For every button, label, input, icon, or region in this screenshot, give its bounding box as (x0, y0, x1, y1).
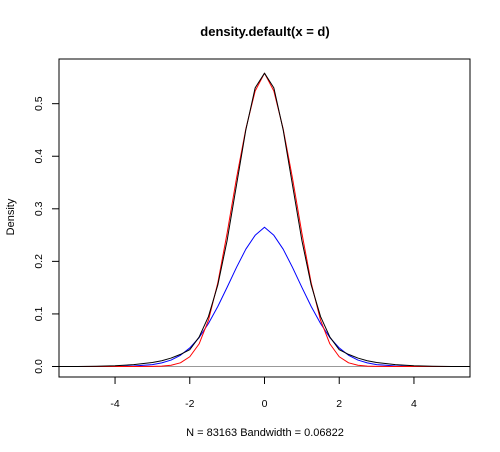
y-tick-label: 0.2 (33, 254, 45, 269)
density-curve-1 (59, 72, 470, 367)
y-tick-label: 0.0 (33, 359, 45, 374)
y-tick-label: 0.4 (33, 149, 45, 164)
y-tick-label: 0.3 (33, 201, 45, 216)
series-layer (59, 72, 470, 367)
x-axis-label: N = 83163 Bandwidth = 0.06822 (186, 427, 344, 439)
axis-layer: -4 -2 0 2 4 0.0 0.1 0.2 0.3 0.4 0.5 (33, 96, 417, 410)
y-axis-label: Density (5, 198, 17, 235)
x-tick-label: -2 (185, 398, 194, 410)
y-tick-label: 0.5 (33, 96, 45, 111)
density-curve-0 (59, 226, 470, 367)
chart-title: density.default(x = d) (200, 24, 329, 39)
x-tick-label: 2 (336, 398, 342, 410)
x-tick-label: -4 (110, 398, 119, 410)
plot-frame (58, 58, 471, 378)
x-tick-label: 0 (262, 398, 268, 410)
density-curve-2 (59, 72, 470, 367)
y-tick-label: 0.1 (33, 306, 45, 321)
x-tick-label: 4 (411, 398, 417, 410)
